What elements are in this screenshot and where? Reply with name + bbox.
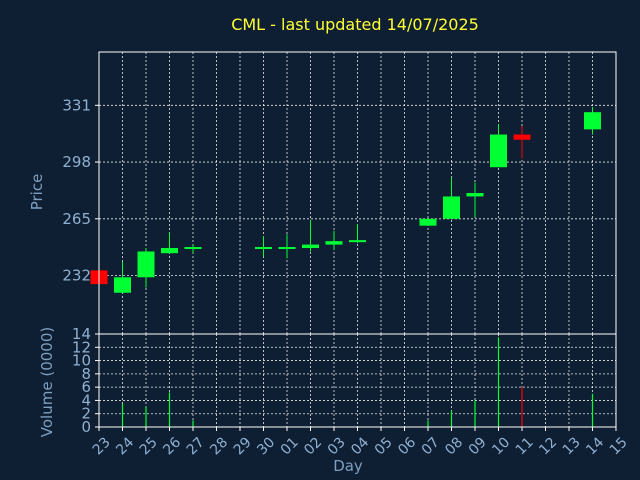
x-tick-label: 26: [160, 434, 184, 458]
candle-body-07: [419, 218, 437, 226]
x-tick-label: 12: [536, 434, 560, 458]
x-tick-label: 24: [113, 434, 137, 458]
volume-tick-label: 6: [81, 378, 91, 396]
candle-body-11: [513, 134, 531, 140]
volume-tick-label: 10: [72, 352, 91, 370]
x-tick-label: 10: [489, 434, 513, 458]
price-panel: 232 265 298 331: [62, 51, 617, 335]
x-tick-label: 28: [207, 434, 231, 458]
x-tick-label: 27: [184, 434, 208, 458]
x-tick-label: 23: [90, 434, 114, 458]
price-tick-label: 265: [62, 210, 91, 228]
x-tick-label: 13: [560, 434, 584, 458]
candle-body-10: [490, 134, 507, 168]
candle-body-01: [278, 247, 296, 250]
candle-body-08: [443, 196, 460, 219]
candle-body-04: [349, 240, 366, 243]
volume-tick-label: 4: [81, 391, 91, 409]
candle-body-25: [137, 251, 155, 278]
x-tick-label: 11: [513, 434, 537, 458]
candle-body-14: [584, 112, 601, 130]
volume-tick-label: 8: [81, 365, 91, 383]
x-axis: 23 24 25 26 27 28 29 30 01 02 03 04 05 06 07 08 09 10 11 12…: [90, 427, 631, 458]
volume-tick-label: 14: [72, 325, 91, 343]
x-tick-label: 01: [278, 434, 302, 458]
x-tick-label: 06: [395, 434, 419, 458]
x-tick-label: 03: [325, 434, 349, 458]
x-tick-label: 07: [419, 434, 443, 458]
x-tick-label: 29: [231, 434, 255, 458]
x-tick-label: 09: [466, 434, 490, 458]
candle-body-03: [325, 241, 343, 245]
volume-tick-label: 12: [72, 338, 91, 356]
price-tick-label: 298: [62, 153, 91, 171]
x-tick-label: 02: [301, 434, 325, 458]
x-tick-label: 15: [607, 434, 631, 458]
price-tick-label: 232: [62, 267, 91, 285]
candle-body-02: [302, 244, 319, 249]
volume-axis-label: Volume (0000): [38, 327, 56, 437]
candle-body-24: [114, 277, 131, 293]
candle-body-27: [184, 247, 202, 250]
x-tick-label: 30: [254, 434, 278, 458]
price-axis-label: Price: [28, 174, 46, 211]
volume-tick-label: 2: [81, 405, 91, 423]
x-tick-label: 05: [372, 434, 396, 458]
chart-title: CML - last updated 14/07/2025: [231, 15, 479, 34]
x-tick-label: 25: [137, 434, 161, 458]
x-tick-label: 14: [583, 434, 607, 458]
candle-body-30: [255, 247, 272, 250]
x-axis-label: Day: [333, 457, 363, 475]
price-tick-label: 331: [62, 96, 91, 114]
x-tick-label: 04: [348, 434, 372, 458]
volume-tick-label: 0: [81, 418, 91, 436]
x-tick-label: 08: [442, 434, 466, 458]
candle-body-26: [161, 248, 178, 254]
candle-body-09: [466, 193, 484, 197]
